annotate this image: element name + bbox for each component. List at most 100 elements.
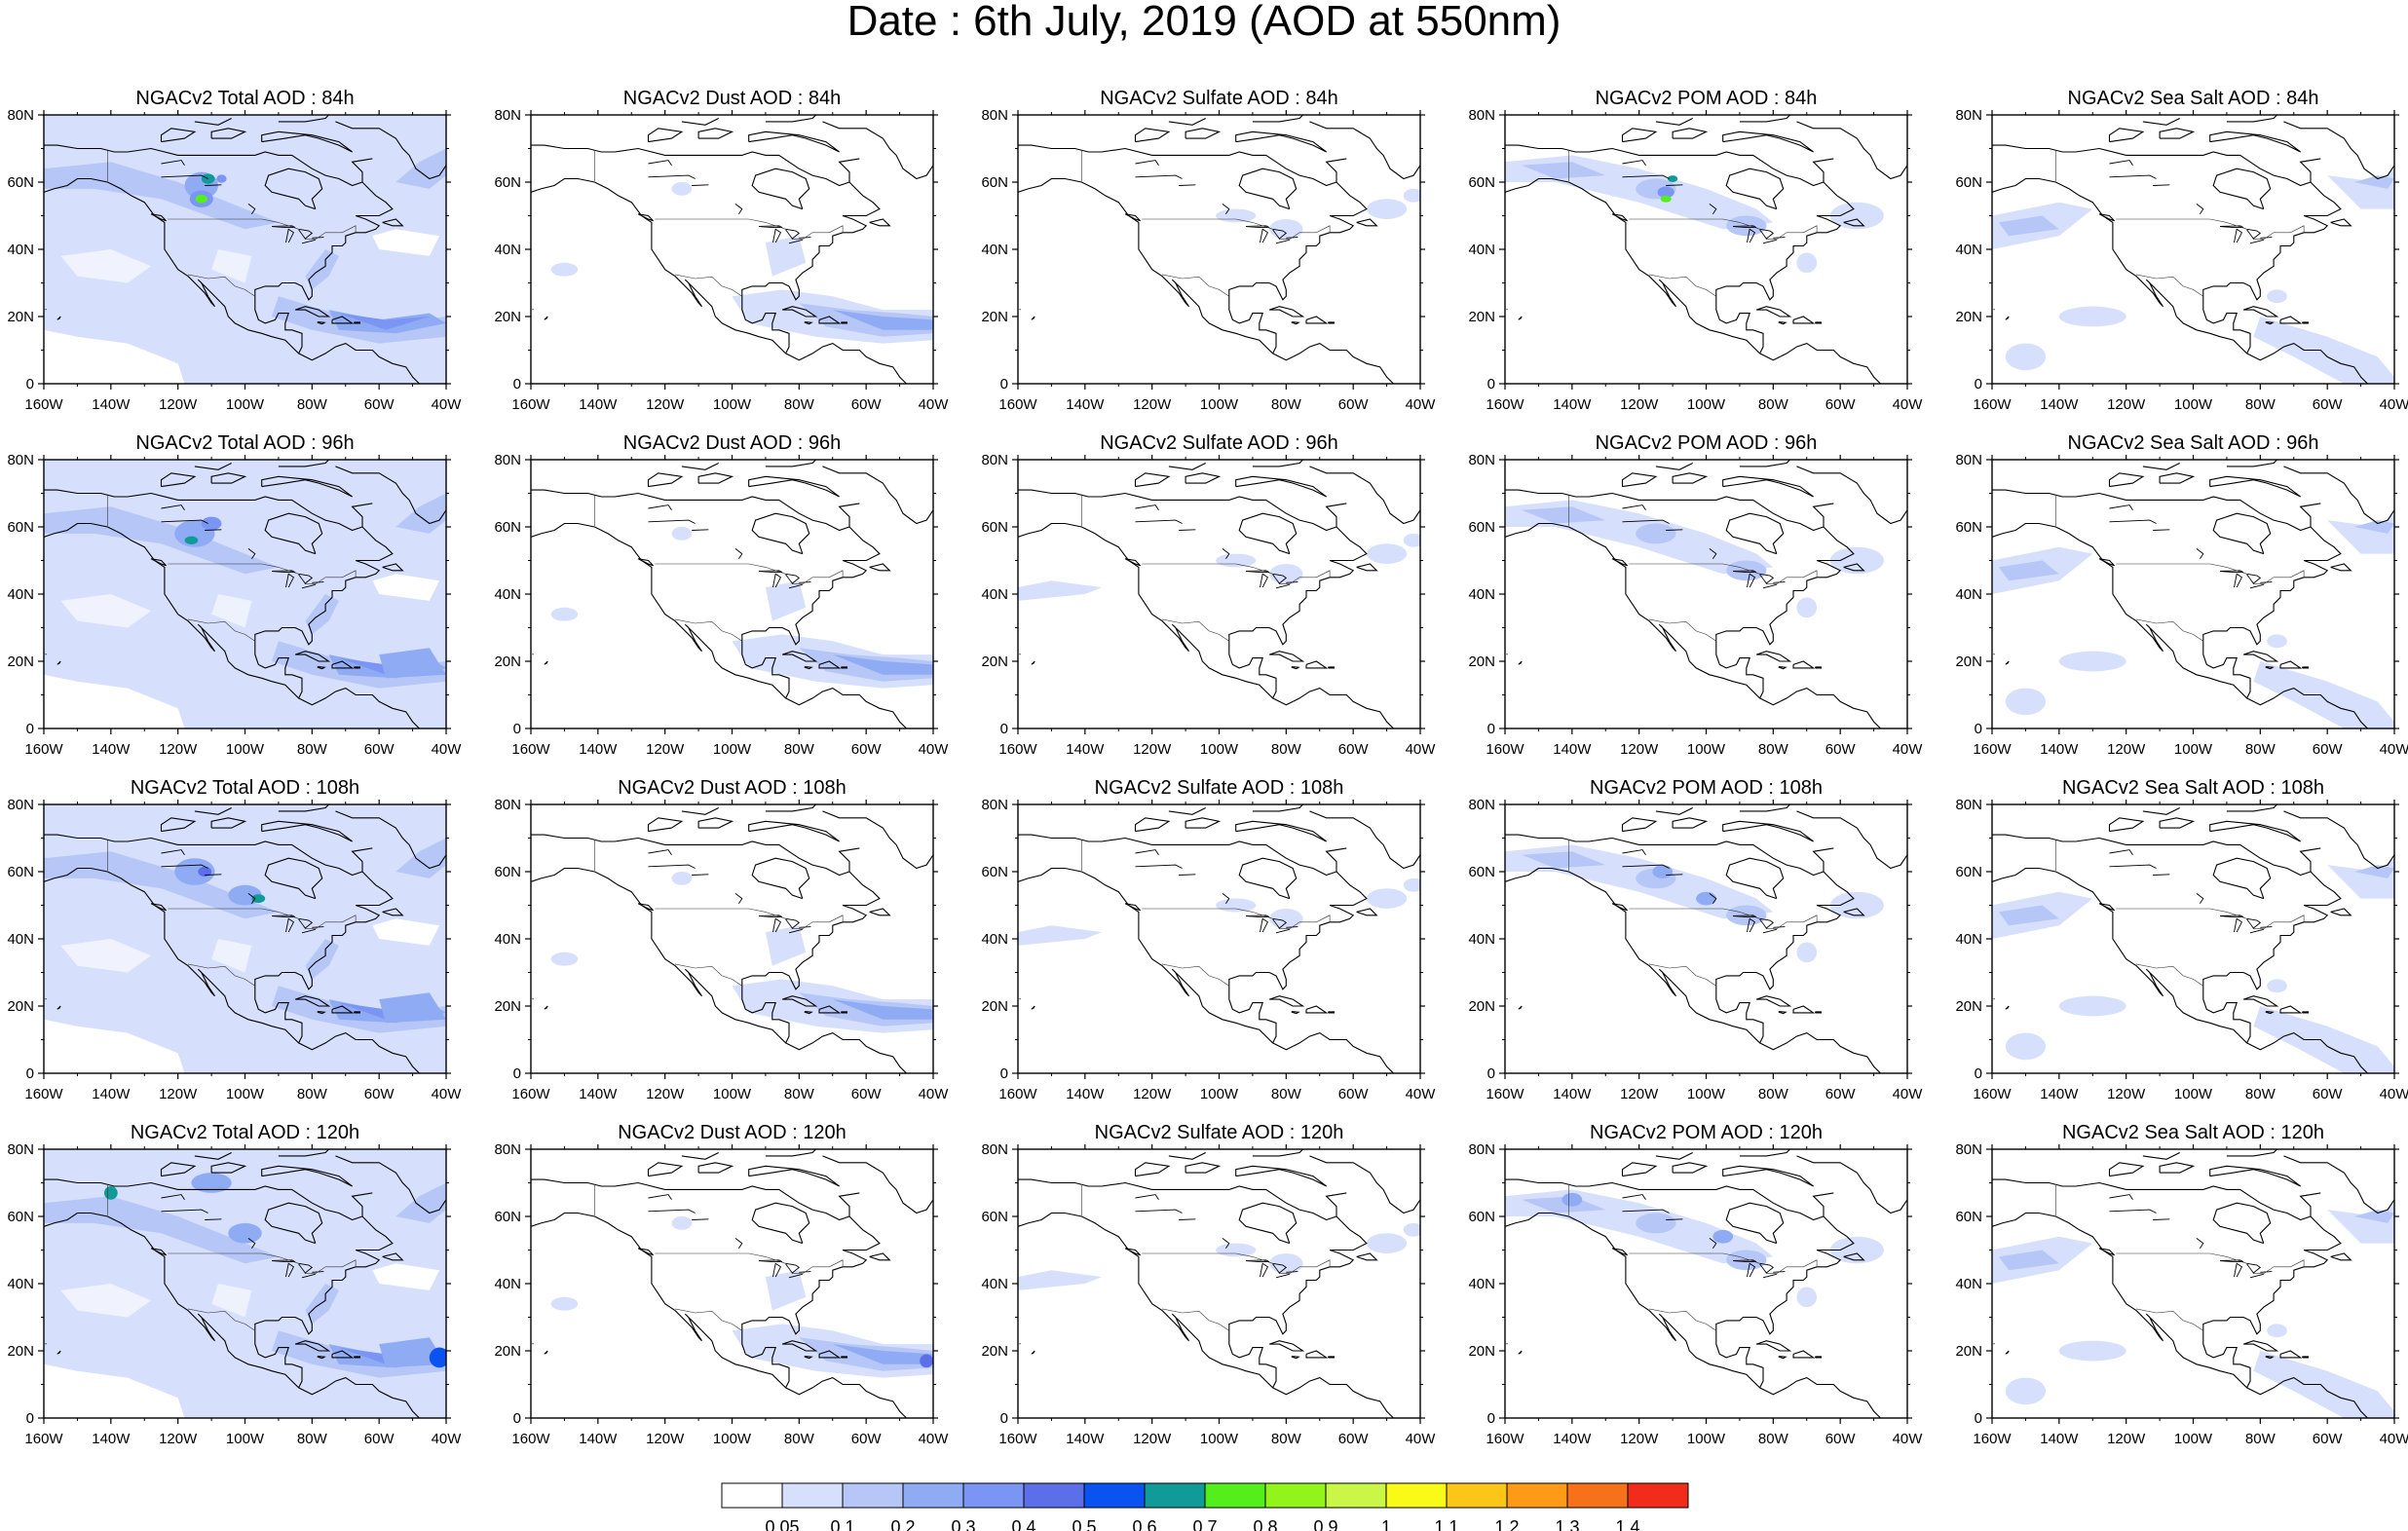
lat-tick-label: 0 (513, 1065, 521, 1082)
colorbar-label: 1 (1381, 1517, 1391, 1531)
lat-tick-label: 40N (1468, 931, 1495, 948)
lon-tick-label: 160W (24, 396, 63, 413)
lon-tick-label: 60W (364, 1431, 395, 1447)
lon-tick-label: 80W (297, 1086, 328, 1102)
map-panel-seasalt-108h: NGACv2 Sea Salt AOD : 108h 160W 140W 120W 10… (1948, 777, 2408, 1122)
lon-tick-label: 140W (2040, 1086, 2079, 1102)
lon-tick-label: 80W (2245, 1086, 2276, 1102)
lon-tick-label: 100W (226, 396, 265, 413)
lon-tick-label: 40W (1893, 1086, 1924, 1102)
lat-tick-label: 20N (7, 653, 34, 670)
lon-tick-label: 140W (1066, 1431, 1105, 1447)
lon-tick-label: 140W (2040, 1431, 2079, 1447)
panel-title: NGACv2 Sea Salt AOD : 84h (2067, 88, 2319, 109)
map-panel-dust-108h: NGACv2 Dust AOD : 108h 160W 140W 120W 100W 80… (487, 777, 968, 1122)
lon-tick-label: 120W (1620, 741, 1659, 758)
aod-field (1505, 500, 1884, 618)
colorbar-label: 0.9 (1313, 1517, 1337, 1531)
lon-tick-label: 160W (1486, 741, 1524, 758)
lat-tick-label: 40N (1955, 586, 1982, 603)
lon-tick-label: 100W (226, 741, 265, 758)
map-panel-total-108h: NGACv2 Total AOD : 108h 160W 140W 120W 100W 8… (0, 777, 481, 1122)
lon-tick-label: 140W (1553, 741, 1592, 758)
lon-tick-label: 140W (579, 396, 618, 413)
lon-tick-label: 100W (226, 1086, 265, 1102)
lat-tick-label: 20N (7, 309, 34, 325)
lon-tick-label: 40W (919, 741, 950, 758)
colorbar-swatch (842, 1482, 904, 1509)
aod-field (1992, 513, 2394, 728)
map-plot: 160W 140W 120W 100W 80W 60W 40W 0 20N 40N 60N 80N (1955, 797, 2408, 1102)
lon-tick-label: 100W (1687, 741, 1726, 758)
lat-tick-label: 80N (1468, 452, 1495, 468)
lon-tick-label: 40W (1893, 1431, 1924, 1447)
lat-tick-label: 80N (1955, 1141, 1982, 1158)
coastlines (531, 115, 933, 384)
lat-tick-label: 40N (1955, 242, 1982, 258)
lat-tick-label: 0 (26, 1410, 34, 1427)
lat-tick-label: 20N (1468, 998, 1495, 1015)
lon-tick-label: 140W (1066, 396, 1105, 413)
lon-tick-label: 140W (92, 741, 131, 758)
lon-tick-label: 60W (851, 741, 883, 758)
lat-tick-label: 60N (981, 1209, 1008, 1225)
lat-tick-label: 20N (981, 653, 1008, 670)
aod-field (1018, 533, 1420, 601)
lon-tick-label: 60W (1825, 1086, 1857, 1102)
lon-tick-label: 40W (1893, 396, 1924, 413)
lon-tick-label: 40W (919, 1086, 950, 1102)
lon-tick-label: 140W (1553, 1086, 1592, 1102)
map-plot: 160W 140W 120W 100W 80W 60W 40W 0 20N 40N 60N 80N (981, 107, 1436, 413)
lat-tick-label: 20N (494, 653, 521, 670)
lon-tick-label: 160W (1486, 1431, 1524, 1447)
lon-tick-label: 140W (1553, 396, 1592, 413)
lon-tick-label: 80W (1758, 1086, 1789, 1102)
map-plot: 160W 140W 120W 100W 80W 60W 40W 0 20N 40N 60N 80N (494, 107, 949, 413)
coastlines (44, 115, 446, 384)
lon-tick-label: 120W (2107, 396, 2146, 413)
lon-tick-label: 60W (1338, 396, 1370, 413)
colorbar-swatch (1144, 1482, 1206, 1509)
lat-tick-label: 0 (513, 376, 521, 392)
lat-tick-label: 80N (1468, 1141, 1495, 1158)
aod-field (1505, 1189, 1884, 1308)
lat-tick-label: 80N (494, 1141, 521, 1158)
map-plot: 160W 140W 120W 100W 80W 60W 40W 0 20N 40N 60N 80N (1955, 1141, 2408, 1447)
lat-tick-label: 20N (1468, 1343, 1495, 1360)
coastlines (1992, 460, 2394, 728)
lon-tick-label: 160W (1973, 1086, 2012, 1102)
lat-tick-label: 0 (1000, 721, 1008, 737)
panel-title: NGACv2 POM AOD : 84h (1595, 88, 1818, 109)
map-plot: 160W 140W 120W 100W 80W 60W 40W 0 20N 40N 60N 80N (494, 1141, 949, 1447)
colorbar-label: 1.3 (1555, 1517, 1579, 1531)
lat-tick-label: 80N (1955, 107, 1982, 124)
lon-tick-label: 120W (1133, 1086, 1172, 1102)
lat-tick-label: 40N (981, 931, 1008, 948)
lat-tick-label: 60N (981, 864, 1008, 880)
lon-tick-label: 60W (364, 1086, 395, 1102)
lat-tick-label: 60N (7, 519, 34, 536)
lat-tick-label: 60N (7, 1209, 34, 1225)
lon-tick-label: 140W (1553, 1431, 1592, 1447)
coastlines (1505, 115, 1907, 384)
lat-tick-label: 20N (1468, 309, 1495, 325)
aod-field (1505, 844, 1884, 963)
coastlines (1018, 115, 1420, 384)
lat-tick-label: 80N (981, 107, 1008, 124)
lat-tick-label: 20N (494, 1343, 521, 1360)
colorbar-swatch (1385, 1482, 1448, 1509)
colorbar-swatch (1627, 1482, 1689, 1509)
colorbar-swatch (1325, 1482, 1387, 1509)
lon-tick-label: 120W (2107, 1431, 2146, 1447)
map-plot: 160W 140W 120W 100W 80W 60W 40W 0 20N 40N 60N 80N (7, 107, 462, 413)
colorbar-label: 1.1 (1434, 1517, 1458, 1531)
lat-tick-label: 60N (1955, 864, 1982, 880)
coastlines (1992, 1149, 2394, 1418)
lat-tick-label: 20N (1955, 998, 1982, 1015)
lon-tick-label: 160W (998, 1431, 1037, 1447)
lon-tick-label: 160W (1973, 396, 2012, 413)
lat-tick-label: 40N (7, 586, 34, 603)
lon-tick-label: 160W (511, 741, 550, 758)
lon-tick-label: 140W (579, 741, 618, 758)
lat-tick-label: 60N (981, 519, 1008, 536)
